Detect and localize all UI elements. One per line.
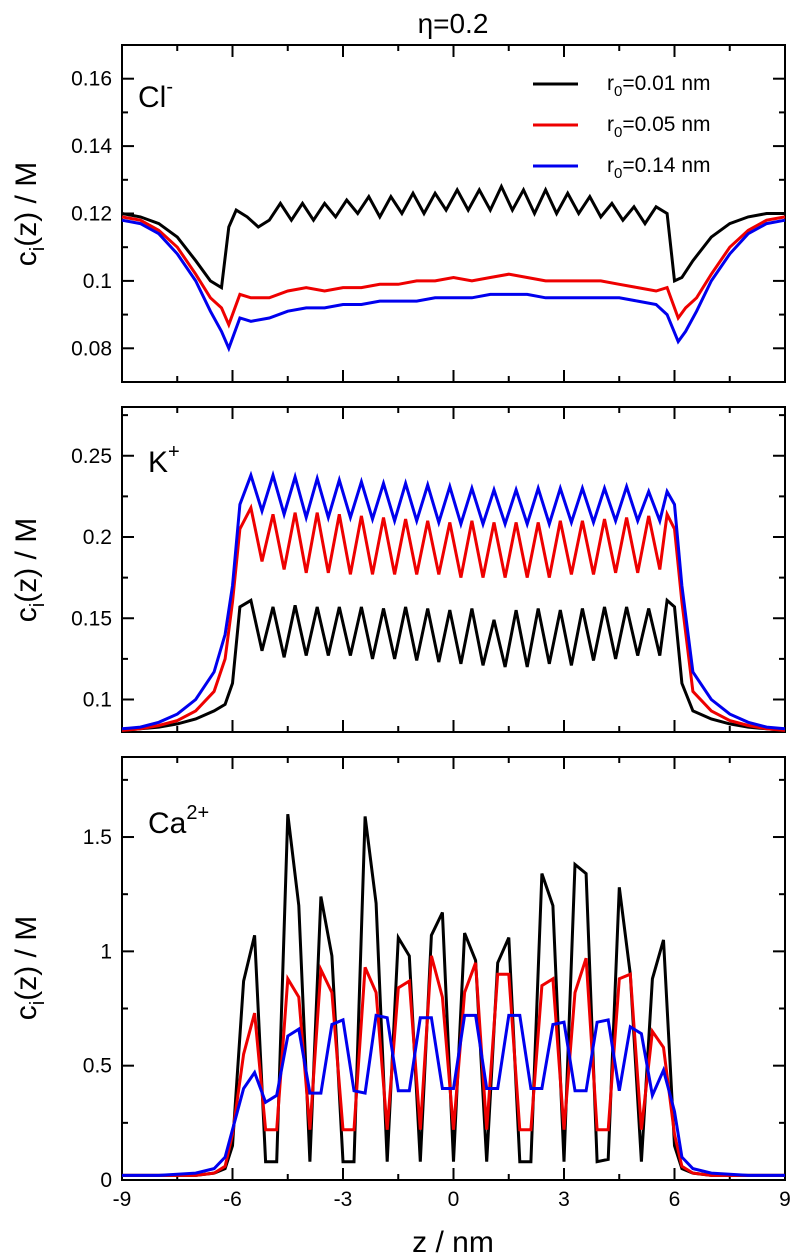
panel-label: Cl- <box>138 76 173 114</box>
y-tick-label: 0.16 <box>71 68 112 91</box>
legend-item: r0=0.14 nm <box>533 154 711 182</box>
ticks: 0.08 0.1 0.12 0.14 0.16 <box>71 44 786 383</box>
series-group <box>122 814 785 1177</box>
y-tick-label: 0.1 <box>83 270 112 293</box>
y-tick-label: 0.15 <box>71 607 112 630</box>
legend-label: r0=0.14 nm <box>607 154 711 182</box>
y-axis-title: ci(z) / M <box>10 518 49 622</box>
y-axis-title: ci(z) / M <box>10 916 49 1020</box>
ticks: 0.1 0.15 0.2 0.25 <box>71 407 786 732</box>
series-line <box>122 955 785 1177</box>
x-tick-label: 6 <box>669 1188 681 1211</box>
legend-label: r0=0.01 nm <box>607 72 711 100</box>
series-line <box>121 215 786 329</box>
series-line <box>121 503 786 732</box>
y-axis-title: ci(z) / M <box>10 162 49 266</box>
legend-label: r0=0.05 nm <box>607 113 711 141</box>
plot-frame <box>121 406 786 733</box>
y-tick-label: 1 <box>100 940 112 963</box>
series-group <box>121 182 786 353</box>
y-tick-label: 0.12 <box>71 203 112 226</box>
x-tick-label: -6 <box>223 1188 242 1211</box>
x-tick-label: -9 <box>113 1188 132 1211</box>
series-line <box>122 1013 785 1177</box>
y-tick-label: 0.1 <box>83 689 112 712</box>
series-line <box>122 814 785 1177</box>
ticks: -9 -6 -3 0 3 6 9 0 0.5 1 1.5 <box>83 757 791 1211</box>
legend-item: r0=0.05 nm <box>533 113 711 141</box>
x-tick-label: -3 <box>334 1188 353 1211</box>
x-tick-label: 3 <box>558 1188 570 1211</box>
series-line <box>121 218 786 353</box>
y-tick-label: 0 <box>100 1169 112 1192</box>
x-tick-label: 0 <box>448 1188 460 1211</box>
y-tick-label: 0.14 <box>71 135 112 158</box>
legend-item: r0=0.01 nm <box>533 72 711 100</box>
y-tick-label: 0.08 <box>71 337 112 360</box>
x-axis-title: z / nm <box>412 1226 494 1259</box>
figure-title: η=0.2 <box>418 8 489 39</box>
y-tick-label: 1.5 <box>83 826 112 849</box>
x-tick-label: 9 <box>779 1188 791 1211</box>
panel-k: 0.1 0.15 0.2 0.25 K+ ci(z) / M <box>10 406 786 733</box>
series-line <box>121 182 785 291</box>
panel-label: Ca2+ <box>148 802 209 840</box>
y-tick-label: 0.2 <box>83 526 112 549</box>
panel-label: K+ <box>148 441 180 479</box>
y-tick-label: 0.5 <box>83 1055 112 1078</box>
y-tick-label: 0.25 <box>71 445 112 468</box>
legend: r0=0.01 nm r0=0.05 nm r0=0.14 nm <box>533 72 711 182</box>
panel-ca: -9 -6 -3 0 3 6 9 0 0.5 1 1.5 Ca2+ ci(z) / M z / nm <box>10 756 791 1259</box>
panel-cl: 0.08 0.1 0.12 0.14 0.16 Cl- ci(z) / M r0=0.0… <box>10 44 786 383</box>
series-line <box>121 597 786 732</box>
series-group <box>121 470 786 732</box>
series-line <box>121 470 786 731</box>
